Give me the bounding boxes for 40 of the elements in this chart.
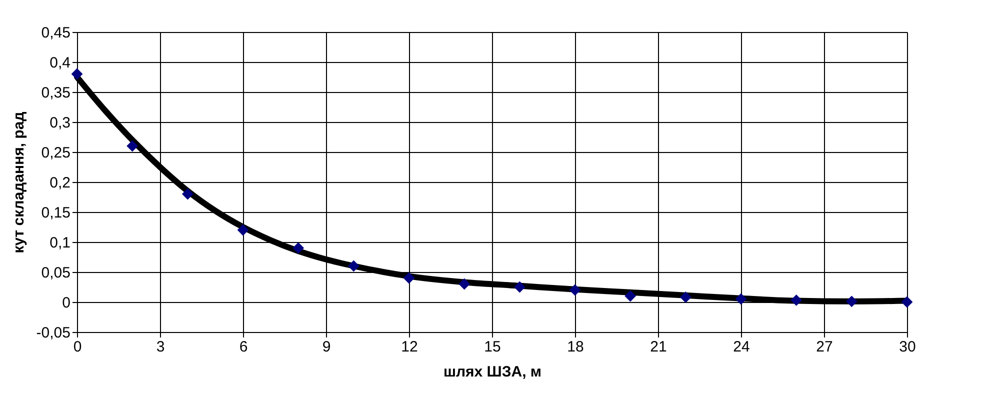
point [790, 294, 802, 306]
point [237, 224, 249, 236]
point [292, 242, 304, 254]
y-tick-label: 0,35 [41, 84, 70, 102]
x-axis-title: шлях ШЗА, м [443, 364, 542, 380]
y-tick-label: 0,25 [41, 144, 70, 162]
x-tick-label: 21 [650, 338, 667, 356]
y-tick-label: 0,15 [41, 204, 70, 222]
point [458, 278, 470, 290]
point [680, 292, 692, 303]
x-tick-label: 6 [239, 338, 248, 356]
point [514, 281, 526, 293]
point [901, 296, 913, 308]
x-tick-label: 9 [322, 338, 331, 356]
y-axis-title: кут складання, рад [10, 111, 28, 254]
point [71, 68, 83, 80]
x-tick-label: 18 [567, 338, 584, 356]
x-tick-label: 27 [816, 338, 833, 356]
point [735, 293, 747, 305]
point [846, 296, 858, 308]
y-tick-label: 0,1 [50, 234, 70, 252]
x-tick-label: 12 [401, 338, 418, 356]
point [624, 290, 636, 302]
y-tick-label: -0,05 [36, 324, 70, 342]
x-tick-label: 0 [73, 338, 82, 356]
x-tick-label: 3 [156, 338, 165, 356]
y-tick-label: 0,2 [50, 174, 70, 192]
y-tick-label: 0,05 [41, 264, 70, 282]
point [569, 284, 581, 296]
y-tick-label: 0 [62, 294, 70, 312]
y-tick-label: 0,4 [50, 54, 70, 72]
y-tick-label: 0,3 [50, 114, 70, 132]
point [403, 272, 415, 284]
point [182, 188, 194, 200]
point [348, 260, 360, 272]
x-tick-label: 15 [484, 338, 501, 356]
x-tick-label: 30 [899, 338, 916, 356]
y-tick-label: 0,45 [41, 24, 70, 42]
x-tick-label: 24 [733, 338, 750, 356]
point [126, 140, 138, 152]
